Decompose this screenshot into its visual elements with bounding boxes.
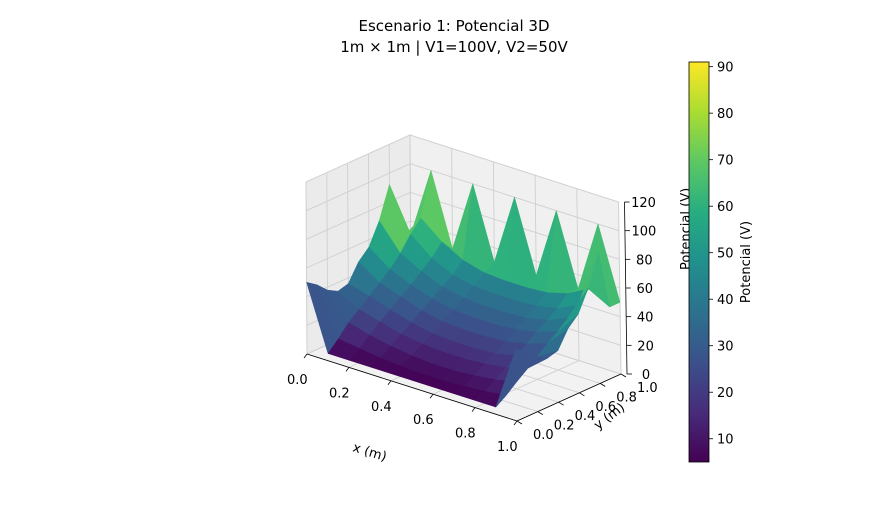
x-tick-label: 0.0: [287, 373, 308, 388]
y-tick-label: 0.2: [554, 419, 575, 434]
z-tick-label: 60: [636, 282, 653, 297]
grid-line-z: [305, 134, 619, 203]
tick-labels: 0.00.20.40.60.81.00.00.20.40.60.81.00204…: [287, 196, 658, 455]
z-tick-label: 120: [631, 196, 656, 211]
surface-patch: [495, 349, 527, 408]
y-tick-label: 0.0: [533, 428, 554, 443]
colorbar: 10 20 30 40 50 60 70 80 90 Potencial (V): [688, 61, 754, 463]
x-tick: [429, 393, 434, 399]
x-tick-label: 1.0: [497, 440, 518, 455]
x-axis-label: x (m): [351, 440, 389, 464]
colorbar-tick-label: 50: [717, 247, 734, 262]
x-axis-line: [306, 353, 518, 422]
y-tick: [537, 411, 544, 415]
chart-subtitle: 1m × 1m | V1=100V, V2=50V: [340, 38, 568, 56]
colorbar-tick-label: 60: [717, 200, 734, 215]
colorbar-tick-label: 40: [717, 293, 734, 308]
y-tick: [558, 401, 564, 406]
z-tick-label: 20: [637, 339, 654, 354]
colorbar-gradient: [688, 61, 710, 463]
x-tick-label: 0.8: [455, 427, 476, 442]
y-tick-label: 0.6: [595, 400, 616, 415]
colorbar-tick-label: 30: [717, 340, 734, 355]
colorbar-tick-label: 70: [717, 154, 734, 169]
x-tick-label: 0.2: [329, 386, 350, 401]
x-tick: [471, 407, 476, 412]
z-tick-label: 40: [637, 311, 654, 326]
colorbar-tick-label: 20: [717, 386, 734, 401]
y-tick: [516, 420, 523, 425]
z-tick-label: 80: [636, 253, 653, 268]
y-tick: [620, 373, 627, 378]
y-tick: [599, 383, 606, 387]
x-tick-label: 0.4: [371, 400, 392, 415]
grid-line-z: [306, 163, 620, 232]
x-tick: [303, 353, 308, 359]
colorbar-tick-label: 10: [717, 433, 734, 448]
chart-title: Escenario 1: Potencial 3D: [358, 17, 550, 35]
x-tick: [513, 420, 518, 426]
colorbar-tick-label: 90: [717, 61, 734, 76]
y-tick-label: 0.8: [616, 390, 637, 405]
y-tick-label: 1.0: [637, 381, 658, 396]
y-tick-label: 0.4: [575, 409, 596, 424]
x-tick: [345, 367, 350, 372]
colorbar-label: Potencial (V): [739, 221, 754, 303]
y-axis-line: [516, 373, 622, 422]
colorbar-tick-label: 80: [717, 107, 734, 122]
x-tick: [387, 380, 392, 386]
z-tick-label: 100: [632, 225, 657, 240]
axis-lines: [303, 201, 632, 426]
potential-surface: [306, 170, 621, 408]
x-tick-label: 0.6: [413, 413, 434, 428]
y-tick: [579, 392, 585, 397]
z-tick-label: 0: [642, 368, 650, 383]
